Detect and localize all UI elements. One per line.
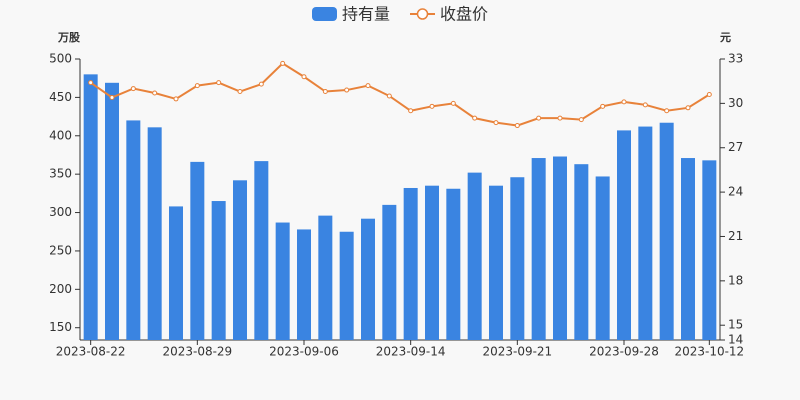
y-tick-label: 400	[49, 128, 72, 142]
bar	[446, 188, 461, 340]
line-point	[344, 87, 350, 93]
line-point	[88, 80, 94, 86]
bar	[702, 160, 717, 340]
bar	[574, 164, 589, 340]
line-point	[365, 83, 371, 89]
line-point	[408, 108, 414, 114]
line-point	[514, 123, 520, 129]
line-point	[216, 80, 222, 86]
y2-tick-label: 27	[728, 140, 743, 154]
line-point	[706, 91, 712, 97]
y-tick-label: 350	[49, 167, 72, 181]
line-point	[130, 86, 136, 92]
x-tick-label: 2023-09-28	[589, 345, 659, 359]
y-tick-label: 150	[49, 320, 72, 334]
line-point	[386, 93, 392, 99]
x-tick-label: 2023-09-14	[376, 345, 446, 359]
bar	[339, 231, 354, 340]
legend-label: 收盘价	[440, 5, 488, 24]
bar	[510, 177, 525, 340]
line	[90, 62, 710, 127]
line-point	[578, 117, 584, 123]
bar	[425, 185, 439, 340]
line-point	[557, 115, 563, 121]
x-tick-label: 2023-08-22	[56, 345, 126, 359]
x-tick-label: 2023-10-12	[674, 345, 744, 359]
bar	[105, 82, 119, 341]
y-tick-label: 300	[49, 205, 72, 219]
bar	[361, 218, 375, 340]
bar	[233, 180, 247, 340]
y-tick-label: 200	[49, 282, 72, 296]
line-point	[194, 83, 200, 89]
bar	[403, 187, 418, 340]
legend-label: 持有量	[342, 5, 390, 24]
line-point	[280, 60, 286, 66]
bar	[126, 120, 141, 340]
bar	[638, 126, 653, 341]
line-point	[152, 90, 158, 96]
legend-swatch	[312, 7, 337, 21]
line-point	[173, 96, 179, 102]
y2-tick-label: 15	[728, 318, 743, 332]
bar	[659, 122, 674, 340]
bar	[681, 158, 695, 340]
line-point	[536, 115, 542, 121]
y-axis-title: 万股	[57, 31, 81, 44]
bar	[553, 156, 567, 340]
bar	[275, 222, 290, 340]
x-tick-label: 2023-09-21	[482, 345, 552, 359]
y-tick-label: 500	[49, 52, 72, 66]
line-point	[237, 89, 243, 95]
line-point	[621, 99, 627, 105]
y2-tick-label: 14	[728, 333, 743, 347]
y-tick-label: 250	[49, 243, 72, 257]
x-tick-label: 2023-09-06	[269, 345, 339, 359]
bar	[169, 206, 183, 340]
legend-swatch	[416, 8, 429, 20]
y2-tick-label: 21	[728, 229, 743, 243]
bar	[595, 176, 610, 340]
x-tick-label: 2023-08-29	[162, 345, 232, 359]
line-point	[429, 103, 435, 109]
bar	[190, 161, 205, 340]
bar	[531, 158, 546, 340]
y2-tick-label: 33	[728, 52, 743, 66]
line-point	[642, 102, 648, 108]
y-tick-label: 450	[49, 90, 72, 104]
line-point	[322, 89, 328, 95]
bar	[382, 204, 397, 340]
bar	[617, 130, 631, 340]
line-point	[258, 81, 264, 87]
bar	[467, 172, 482, 340]
line-point	[472, 115, 478, 121]
bar	[147, 127, 162, 341]
line-point	[664, 108, 670, 114]
bar	[318, 215, 333, 340]
line-point	[109, 94, 115, 100]
y2-tick-label: 18	[728, 273, 743, 287]
line-point	[600, 103, 606, 109]
line-point	[301, 74, 307, 80]
line-point	[685, 105, 691, 111]
bar	[297, 229, 311, 340]
y2-axis-title: 元	[720, 31, 731, 44]
bar	[489, 185, 503, 340]
line-point	[493, 120, 499, 126]
line-point	[450, 100, 456, 106]
y2-tick-label: 30	[728, 96, 743, 110]
bar	[254, 161, 269, 340]
bar	[83, 74, 98, 340]
bar	[211, 201, 226, 340]
y2-tick-label: 24	[728, 185, 743, 199]
